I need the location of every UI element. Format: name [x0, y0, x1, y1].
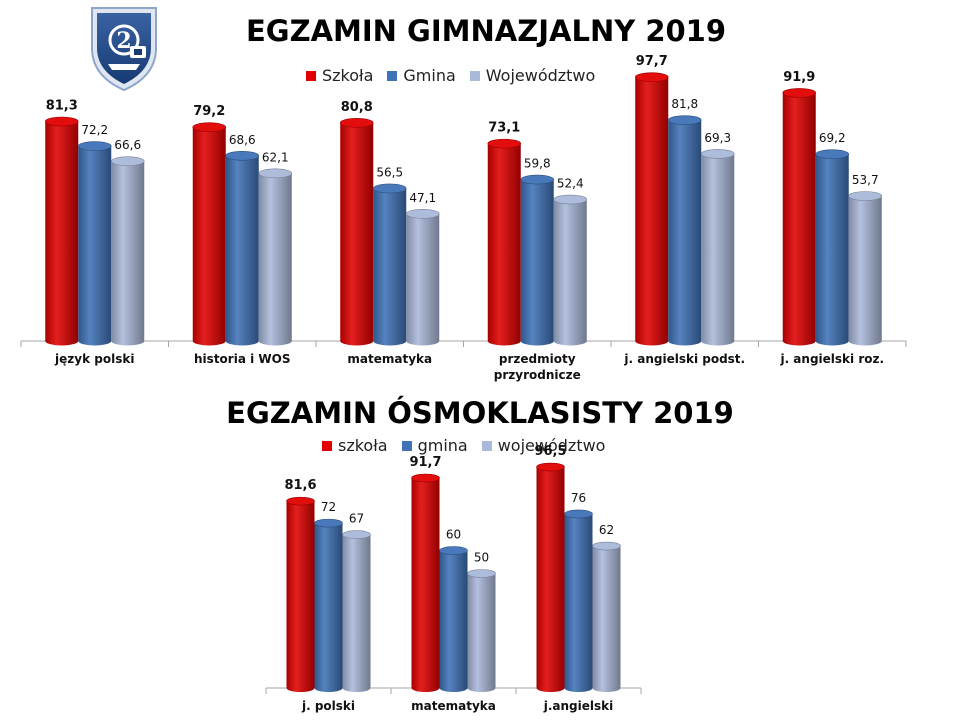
data-label: 81,3: [46, 98, 78, 113]
legend-swatch-commune: [401, 440, 412, 451]
legend-item-province: województwo: [481, 436, 606, 455]
bar-chart-gimnazjalny: język polski 81,372,2 66,6 historia i WOS 79…: [20, 54, 907, 382]
legend-item-commune: gmina: [401, 436, 468, 455]
legend-item-school: szkoła: [322, 436, 388, 455]
legend-gimnazjalny: Szkoła Gmina Województwo: [306, 66, 609, 85]
bar-commune: [372, 183, 407, 346]
data-label: 69,3: [704, 131, 731, 145]
x-tick-label: przedmioty przyrodnicze: [494, 352, 581, 382]
bar-commune: [314, 518, 343, 692]
data-label: 73,1: [488, 121, 520, 136]
x-tick-label: historia i WOS: [194, 352, 290, 366]
bar-school: [634, 72, 669, 346]
data-label: 81,8: [671, 97, 698, 111]
bar-province: [467, 569, 496, 692]
bar-school: [339, 118, 374, 346]
chart-title-gimnazjalny: EGZAMIN GIMNAZJALNY 2019: [245, 14, 727, 48]
bar-province: [342, 530, 371, 692]
x-tick-label: j. angielski podst.: [623, 352, 745, 366]
data-label: 62,1: [262, 150, 289, 164]
bar-school: [487, 138, 522, 346]
bar-commune: [225, 150, 260, 346]
bar-commune: [667, 115, 702, 346]
legend-item-commune: Gmina: [387, 66, 456, 85]
data-label: 60: [446, 528, 461, 542]
data-label: 47,1: [409, 191, 436, 205]
legend-swatch-school: [306, 70, 316, 81]
legend-label-commune: gmina: [417, 436, 468, 455]
bar-school: [44, 116, 79, 346]
x-tick-label: język polski: [54, 352, 134, 366]
legend-swatch-province: [481, 440, 492, 451]
data-label: 72: [321, 500, 336, 514]
bar-province: [405, 209, 440, 346]
data-label: 67: [349, 512, 364, 526]
legend-label-province: województwo: [497, 436, 606, 455]
legend-swatch-school: [322, 440, 332, 451]
data-label: 62: [599, 523, 614, 537]
x-tick-label: j. angielski roz.: [779, 352, 884, 366]
x-tick-label: j.angielski: [543, 699, 614, 713]
data-label: 80,8: [341, 100, 373, 115]
legend-swatch-commune: [387, 70, 398, 81]
bar-commune: [815, 149, 850, 346]
data-label: 53,7: [852, 173, 879, 187]
data-label: 59,8: [524, 157, 551, 171]
bar-commune: [564, 509, 593, 692]
data-label: 66,6: [114, 138, 141, 152]
bar-province: [592, 541, 621, 692]
bar-province: [553, 194, 588, 346]
data-label: 97,7: [636, 54, 668, 69]
bar-commune: [77, 141, 112, 346]
bar-school: [286, 496, 315, 692]
bar-commune: [520, 174, 555, 346]
x-tick-label: j. polski: [301, 699, 355, 713]
bar-province: [110, 156, 145, 346]
bar-province: [700, 149, 735, 346]
data-label: 91,9: [783, 70, 815, 85]
bar-province: [258, 168, 293, 346]
bar-school: [411, 473, 440, 692]
data-label: 69,2: [819, 131, 846, 145]
svg-text:2: 2: [116, 28, 131, 54]
data-label: 68,6: [229, 133, 256, 147]
data-label: 96,5: [534, 444, 566, 459]
x-tick-label: matematyka: [347, 352, 432, 366]
data-label: 81,6: [284, 478, 316, 493]
bar-school: [782, 88, 817, 346]
bar-school: [192, 122, 227, 346]
data-label: 91,7: [409, 455, 441, 470]
bar-province: [848, 191, 883, 346]
school-crest-icon: 2: [91, 7, 157, 92]
x-tick-label: matematyka: [411, 699, 496, 713]
legend-label-commune: Gmina: [403, 66, 456, 85]
chart-title-osmoklasisty: EGZAMIN ÓSMOKLASISTY 2019: [226, 396, 734, 430]
data-label: 76: [571, 491, 586, 505]
data-label: 56,5: [376, 165, 403, 179]
bar-commune: [439, 546, 468, 692]
data-label: 72,2: [81, 123, 108, 137]
legend-osmoklasisty: szkoła gmina województwo: [322, 436, 619, 455]
bar-school: [536, 462, 565, 692]
legend-label-school: Szkoła: [322, 66, 374, 85]
data-label: 52,4: [557, 177, 584, 191]
legend-item-school: Szkoła: [306, 66, 373, 85]
data-label: 79,2: [193, 104, 225, 119]
legend-label-school: szkoła: [338, 436, 388, 455]
legend-item-province: Województwo: [469, 66, 596, 85]
legend-label-province: Województwo: [485, 66, 596, 85]
data-label: 50: [474, 551, 489, 565]
legend-swatch-province: [469, 70, 480, 81]
